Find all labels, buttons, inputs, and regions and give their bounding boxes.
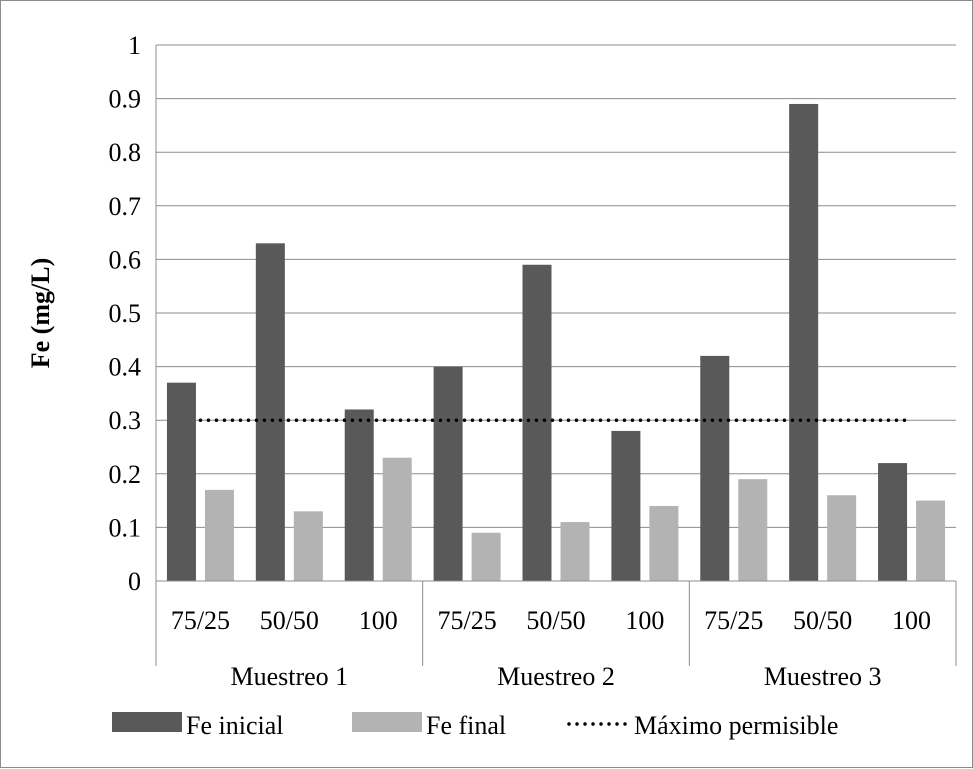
x-tick-label: 75/25 [704,606,763,635]
y-tick-label: 0.5 [109,299,142,328]
y-tick-label: 0.1 [109,513,142,542]
bar-fe-inicial [255,243,285,581]
bar-fe-final [916,500,946,581]
y-tick-label: 0.4 [109,353,142,382]
axes: 0 0.1 0.2 0.3 0.4 0.5 0.6 0.7 0.8 0.9 1 Fe (mg/L) 75… [26,31,957,691]
y-tick-label: 0.2 [109,460,142,489]
legend: Fe inicial Fe final Máximo permisible [112,711,838,740]
y-tick-label: 0.8 [109,138,142,167]
x-tick-label: 75/25 [171,606,230,635]
y-tick-label: 0.7 [109,192,142,221]
bar-fe-inicial [344,409,374,581]
bar-fe-final [293,511,323,581]
bar-fe-inicial [611,430,641,581]
x-tick-label: 100 [625,606,664,635]
x-tick-label: 50/50 [793,606,852,635]
group-label: Muestreo 1 [230,662,348,691]
legend-label-fe-final: Fe final [426,711,506,740]
bars [166,103,946,582]
x-tick-label: 50/50 [526,606,585,635]
bar-fe-inicial [789,103,819,582]
bar-fe-inicial [433,366,463,581]
y-tick-label: 1 [128,31,141,60]
bar-fe-inicial [522,264,552,581]
legend-label-máximo-permisible: Máximo permisible [634,711,838,740]
bar-fe-final [471,532,501,581]
bar-fe-final [560,522,590,581]
group-label: Muestreo 2 [497,662,615,691]
bar-fe-final [649,505,679,581]
x-tick-label: 100 [892,606,931,635]
bar-fe-inicial [878,463,908,581]
x-tick-label: 50/50 [260,606,319,635]
bar-fe-inicial [166,382,196,581]
x-tick-label: 100 [359,606,398,635]
bar-fe-inicial [700,355,730,581]
bar-fe-final [738,479,768,581]
y-axis-title: Fe (mg/L) [26,258,55,368]
y-tick-label: 0.3 [109,406,142,435]
legend-swatch-fe-inicial [112,712,182,732]
bar-fe-final [827,495,857,581]
y-tick-label: 0.6 [109,245,142,274]
y-tick-label: 0.9 [109,85,142,114]
x-tick-label: 75/25 [437,606,496,635]
bar-fe-final [382,457,412,581]
group-label: Muestreo 3 [764,662,882,691]
legend-label-fe-inicial: Fe inicial [186,711,283,740]
y-tick-label: 0 [128,567,141,596]
bar-fe-final [204,489,234,581]
legend-swatch-fe-final [352,712,422,732]
